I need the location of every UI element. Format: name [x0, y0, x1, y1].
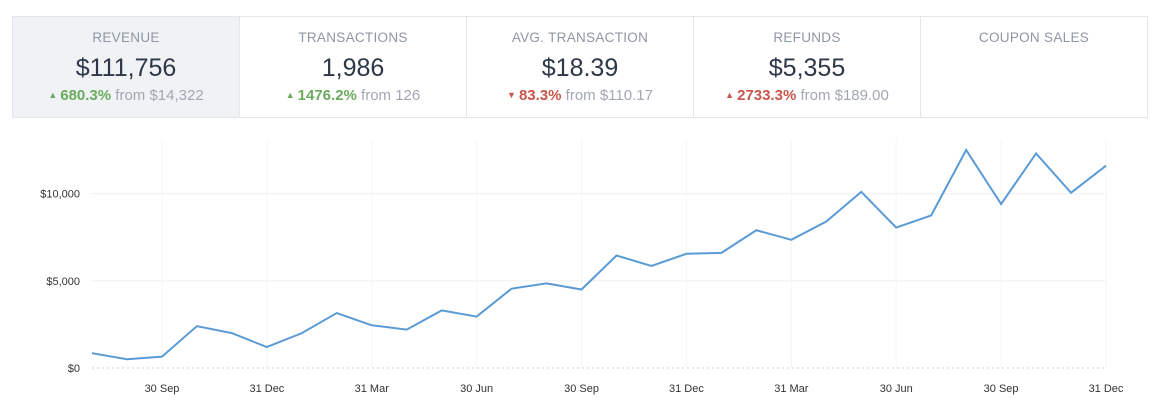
y-tick-label: $5,000 [46, 276, 80, 288]
stat-label: AVG. TRANSACTION [511, 30, 649, 45]
down-arrow-icon: ▼ [507, 90, 516, 100]
x-tick-label: 30 Sep [564, 383, 599, 395]
change-from: from 126 [361, 87, 421, 104]
change-percent: 680.3% [60, 87, 112, 104]
stat-value: $5,355 [768, 54, 846, 82]
x-tick-label: 31 Mar [355, 383, 390, 395]
stat-change [921, 87, 1147, 107]
stat-change: ▲ 1476.2% from 126 [240, 87, 466, 107]
data-point[interactable] [543, 279, 551, 287]
change-from: from $14,322 [115, 87, 204, 104]
x-tick-label: 30 Sep [145, 383, 180, 395]
data-point[interactable] [962, 146, 970, 154]
stats-panel: REVENUE $111,756 ▲ 680.3% from $14,322 TR… [12, 16, 1148, 118]
stat-coupon-sales[interactable]: COUPON SALES [921, 17, 1147, 117]
data-point[interactable] [752, 226, 760, 234]
data-point[interactable] [927, 211, 935, 219]
change-percent: 2733.3% [737, 87, 797, 104]
x-tick-label: 31 Dec [249, 383, 284, 395]
data-point[interactable] [822, 218, 830, 226]
data-point[interactable] [368, 321, 376, 329]
data-point[interactable] [508, 285, 516, 293]
series-layer [88, 146, 1110, 363]
stat-change: ▼ 83.3% from $110.17 [467, 87, 693, 107]
data-point[interactable] [1032, 149, 1040, 157]
data-point[interactable] [438, 306, 446, 314]
data-point[interactable] [298, 329, 306, 337]
data-point[interactable] [228, 329, 236, 337]
change-from: from $189.00 [800, 87, 889, 104]
stat-refunds[interactable]: REFUNDS $5,355 ▲ 2733.3% from $189.00 [694, 17, 921, 117]
y-tick-label: $10,000 [40, 189, 80, 201]
data-point[interactable] [1102, 162, 1110, 170]
x-tick-label: 31 Mar [774, 383, 809, 395]
data-point[interactable] [473, 313, 481, 321]
x-tick-label: 31 Dec [1089, 383, 1124, 395]
stat-avg-transaction[interactable]: AVG. TRANSACTION $18.39 ▼ 83.3% from $110… [467, 17, 694, 117]
stat-revenue[interactable]: REVENUE $111,756 ▲ 680.3% from $14,322 [13, 17, 240, 117]
data-point[interactable] [1067, 189, 1075, 197]
stat-label: REVENUE [92, 30, 160, 45]
change-percent: 1476.2% [297, 87, 357, 104]
data-point[interactable] [612, 252, 620, 260]
stat-transactions[interactable]: TRANSACTIONS 1,986 ▲ 1476.2% from 126 [240, 17, 467, 117]
revenue-series-line[interactable] [91, 148, 1107, 361]
data-point[interactable] [647, 262, 655, 270]
data-point[interactable] [578, 286, 586, 294]
x-axis: 30 Sep 31 Dec 31 Mar 30 Jun 30 Sep 31 Dec 31 M… [145, 383, 1124, 395]
data-point[interactable] [123, 355, 131, 363]
data-point[interactable] [892, 224, 900, 232]
data-point[interactable] [682, 250, 690, 258]
change-from: from $110.17 [565, 87, 653, 104]
data-point[interactable] [158, 353, 166, 361]
y-axis: $0 $5,000 $10,000 [40, 189, 80, 375]
change-percent: 83.3% [518, 87, 562, 104]
y-tick-label: $0 [68, 363, 80, 375]
revenue-line-chart: $0 $5,000 $10,000 30 Sep 31 Dec 31 Mar 30 Jun… [40, 140, 1124, 395]
data-point[interactable] [263, 343, 271, 351]
x-tick-label: 30 Sep [984, 383, 1019, 395]
stat-label: REFUNDS [773, 30, 841, 45]
data-point[interactable] [333, 309, 341, 317]
stat-change: ▲ 680.3% from $14,322 [13, 87, 239, 107]
x-tick-label: 31 Dec [669, 383, 704, 395]
up-arrow-icon: ▲ [285, 90, 295, 100]
data-point[interactable] [88, 349, 96, 357]
data-point[interactable] [193, 322, 201, 330]
data-point[interactable] [787, 236, 795, 244]
x-tick-label: 30 Jun [880, 383, 913, 395]
stat-value: $18.39 [541, 54, 619, 82]
up-arrow-icon: ▲ [48, 90, 58, 100]
grid [92, 140, 1107, 369]
data-point[interactable] [857, 188, 865, 196]
data-point[interactable] [717, 249, 725, 257]
up-arrow-icon: ▲ [725, 90, 735, 100]
x-tick-label: 30 Jun [460, 383, 493, 395]
data-point[interactable] [403, 326, 411, 334]
stat-change: ▲ 2733.3% from $189.00 [694, 87, 920, 107]
stat-value: 1,986 [321, 54, 385, 82]
data-point[interactable] [997, 200, 1005, 208]
stat-value [921, 53, 1147, 83]
stat-value: $111,756 [75, 54, 177, 82]
stat-label: TRANSACTIONS [298, 30, 408, 45]
stat-label: COUPON SALES [978, 30, 1090, 45]
